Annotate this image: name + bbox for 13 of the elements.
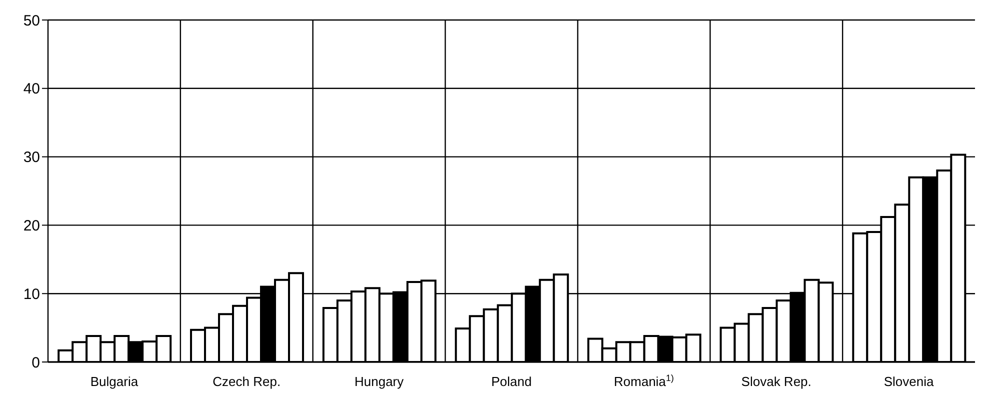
x-tick-label: Hungary [354, 374, 404, 389]
y-tick-label: 30 [23, 149, 40, 166]
y-tick-label: 0 [32, 354, 40, 372]
y-tick-label: 20 [23, 218, 40, 235]
x-tick-label: Slovenia [884, 374, 934, 389]
x-tick-label: Slovak Rep. [741, 374, 812, 389]
x-tick-label: Bulgaria [90, 374, 139, 389]
x-tick-label: Czech Rep. [212, 374, 281, 389]
y-tick-label: 50 [23, 12, 40, 30]
y-tick-label: 40 [23, 80, 40, 98]
y-tick-label: 10 [23, 286, 40, 303]
x-tick-label: Poland [491, 374, 532, 389]
x-tick-label: Romania$^{1)}$ [614, 373, 674, 389]
